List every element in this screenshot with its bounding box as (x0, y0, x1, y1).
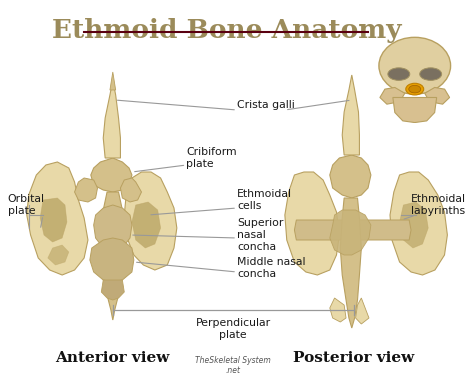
Ellipse shape (406, 83, 424, 95)
Text: Middle nasal
concha: Middle nasal concha (237, 257, 306, 279)
Polygon shape (390, 172, 447, 275)
Polygon shape (90, 238, 134, 282)
Polygon shape (330, 155, 371, 198)
Ellipse shape (388, 68, 410, 80)
Text: Posterior view: Posterior view (293, 351, 414, 365)
Polygon shape (380, 87, 405, 104)
Polygon shape (425, 87, 449, 104)
Polygon shape (342, 75, 359, 155)
Polygon shape (400, 202, 428, 248)
Polygon shape (294, 220, 411, 240)
Ellipse shape (379, 37, 451, 94)
Polygon shape (330, 210, 371, 255)
Text: TheSkeletal System
.net: TheSkeletal System .net (195, 355, 271, 375)
Text: Cribiform
plate: Cribiform plate (186, 147, 237, 169)
Text: Ethmoid Bone Anatomy: Ethmoid Bone Anatomy (52, 18, 401, 43)
Polygon shape (285, 172, 339, 275)
Text: Superior
nasal
concha: Superior nasal concha (237, 218, 283, 252)
Polygon shape (330, 298, 346, 322)
Ellipse shape (420, 68, 442, 80)
Text: Crista galli: Crista galli (237, 100, 295, 110)
Polygon shape (40, 198, 67, 242)
Polygon shape (393, 98, 437, 123)
Polygon shape (132, 202, 161, 248)
Text: Anterior view: Anterior view (55, 351, 170, 365)
Polygon shape (124, 172, 177, 270)
Polygon shape (340, 198, 361, 328)
Polygon shape (94, 205, 132, 252)
Polygon shape (27, 162, 88, 275)
Polygon shape (356, 298, 369, 324)
Text: Perpendicular
plate: Perpendicular plate (196, 318, 271, 340)
Polygon shape (48, 245, 69, 265)
Text: Ethmoidal
labyrinths: Ethmoidal labyrinths (411, 194, 466, 216)
Polygon shape (91, 158, 132, 192)
Polygon shape (74, 178, 98, 202)
Polygon shape (101, 192, 124, 320)
Text: Orbital
plate: Orbital plate (8, 194, 45, 216)
Polygon shape (120, 178, 141, 202)
Text: Ethmoidal
cells: Ethmoidal cells (237, 189, 292, 211)
Polygon shape (110, 72, 116, 90)
Polygon shape (101, 280, 124, 300)
Ellipse shape (409, 85, 421, 93)
Polygon shape (103, 80, 120, 158)
